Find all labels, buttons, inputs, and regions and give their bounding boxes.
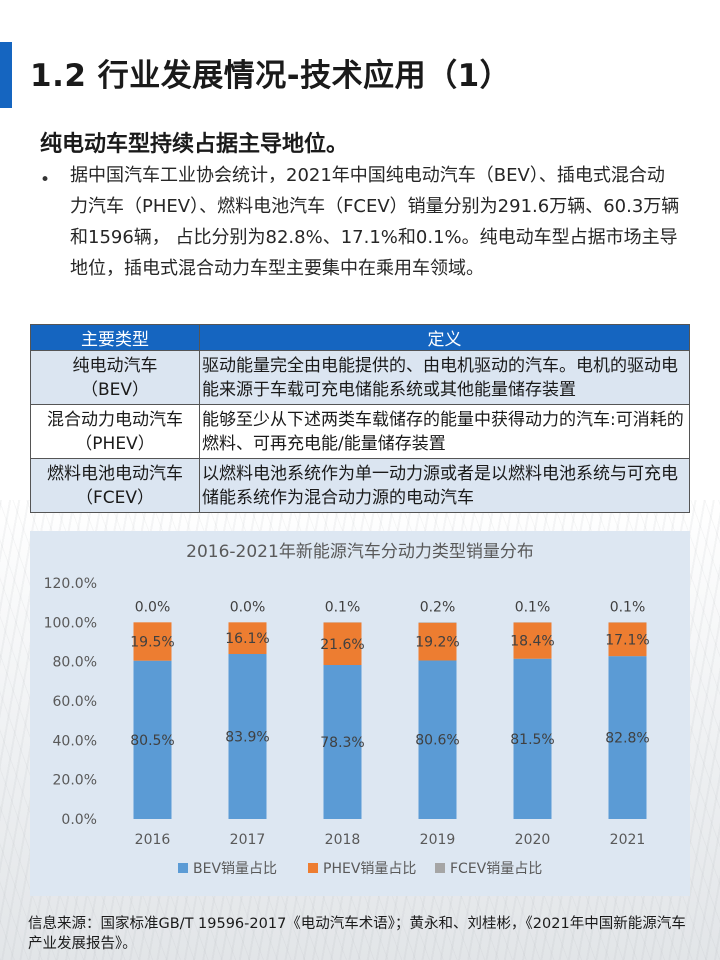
y-tick-label: 80.0%	[53, 655, 97, 671]
type-abbrev: （PHEV）	[75, 433, 155, 454]
bar-segment-BEV销量占比	[608, 656, 647, 819]
bar-segment-BEV销量占比	[513, 658, 552, 819]
table-cell-definition: 以燃料电池系统作为单一动力源或者是以燃料电池系统与可充电储能系统作为混合动力源的…	[199, 458, 690, 513]
legend-label: PHEV销量占比	[323, 861, 416, 877]
type-name: 燃料电池电动汽车	[47, 463, 183, 484]
legend-label: BEV销量占比	[193, 861, 277, 877]
x-tick-label: 2018	[325, 832, 361, 848]
x-tick-label: 2021	[610, 832, 646, 848]
data-label-phev: 19.5%	[130, 635, 174, 651]
definition-table: 主要类型 定义 纯电动汽车 （BEV） 驱动能量完全由电能提供的、由电机驱动的汽…	[30, 324, 690, 513]
data-label-bev: 82.8%	[605, 731, 649, 747]
page-title: 1.2 行业发展情况-技术应用（1）	[30, 58, 512, 94]
legend-swatch-PHEV销量占比	[308, 863, 318, 873]
data-label-phev: 19.2%	[415, 635, 459, 651]
table-header-row: 主要类型 定义	[30, 324, 690, 351]
bar-segment-BEV销量占比	[323, 665, 362, 819]
y-tick-label: 100.0%	[44, 615, 97, 631]
bar-segment-PHEV销量占比	[133, 622, 172, 661]
y-tick-label: 0.0%	[61, 812, 97, 828]
data-label-bev: 78.3%	[320, 735, 364, 751]
x-tick-label: 2019	[420, 832, 456, 848]
bar-segment-PHEV销量占比	[228, 622, 267, 654]
y-tick-label: 20.0%	[53, 773, 97, 789]
data-label-phev: 17.1%	[605, 632, 649, 648]
data-label-fcev: 0.0%	[135, 599, 171, 615]
bar-segment-PHEV销量占比	[608, 622, 647, 657]
table-row: 纯电动汽车 （BEV） 驱动能量完全由电能提供的、由电机驱动的汽车。电机的驱动电…	[30, 350, 690, 405]
y-tick-label: 40.0%	[53, 733, 97, 749]
data-label-fcev: 0.1%	[610, 599, 646, 615]
chart-container: 2016-2021年新能源汽车分动力类型销量分布 0.0% 20.0% 40.0% 60…	[30, 531, 690, 896]
data-label-fcev: 0.2%	[420, 599, 456, 615]
bar-segment-BEV销量占比	[133, 660, 172, 819]
table-cell-definition: 能够至少从下述两类车载储存的能量中获得动力的汽车:可消耗的燃料、可再充电能/能量…	[199, 404, 690, 459]
table-cell-type: 混合动力电动汽车 （PHEV）	[30, 404, 200, 459]
type-abbrev: （FCEV）	[75, 487, 155, 508]
table-header-type: 主要类型	[30, 324, 200, 351]
x-tick-label: 2016	[135, 832, 171, 848]
y-tick-label: 60.0%	[53, 694, 97, 710]
data-label-fcev: 0.0%	[230, 599, 266, 615]
data-label-bev: 81.5%	[510, 732, 554, 748]
type-name: 纯电动汽车	[72, 355, 158, 376]
data-label-phev: 16.1%	[225, 631, 269, 647]
bar-segment-BEV销量占比	[228, 653, 267, 819]
bar-segment-PHEV销量占比	[513, 622, 552, 659]
x-tick-label: 2020	[515, 832, 551, 848]
table-cell-definition: 驱动能量完全由电能提供的、由电机驱动的汽车。电机的驱动电能来源于车载可充电储能系…	[199, 350, 690, 405]
type-name: 混合动力电动汽车	[47, 409, 183, 430]
bar-segment-PHEV销量占比	[323, 622, 362, 666]
stacked-bar-chart: 2016-2021年新能源汽车分动力类型销量分布 0.0% 20.0% 40.0% 60…	[44, 542, 650, 877]
data-label-bev: 80.5%	[130, 733, 174, 749]
data-label-bev: 83.9%	[225, 729, 269, 745]
data-label-phev: 21.6%	[320, 637, 364, 653]
y-tick-label: 120.0%	[44, 576, 97, 592]
legend-label: FCEV销量占比	[450, 861, 542, 877]
bar-segment-BEV销量占比	[418, 660, 457, 819]
legend-swatch-FCEV销量占比	[435, 863, 445, 873]
type-abbrev: （BEV）	[80, 379, 150, 400]
data-label-fcev: 0.1%	[325, 599, 361, 615]
data-label-fcev: 0.1%	[515, 599, 551, 615]
table-row: 燃料电池电动汽车 （FCEV） 以燃料电池系统作为单一动力源或者是以燃料电池系统…	[30, 458, 690, 513]
table-cell-type: 纯电动汽车 （BEV）	[30, 350, 200, 405]
body-paragraph: 据中国汽车工业协会统计，2021年中国纯电动汽车（BEV）、插电式混合动力汽车（…	[70, 165, 680, 279]
chart-title: 2016-2021年新能源汽车分动力类型销量分布	[186, 542, 534, 562]
x-tick-label: 2017	[230, 832, 266, 848]
table-cell-type: 燃料电池电动汽车 （FCEV）	[30, 458, 200, 513]
section-subtitle: 纯电动车型持续占据主导地位。	[40, 132, 349, 157]
bullet-marker: •	[40, 170, 51, 190]
data-label-phev: 18.4%	[510, 634, 554, 650]
bar-segment-PHEV销量占比	[418, 622, 457, 661]
table-row: 混合动力电动汽车 （PHEV） 能够至少从下述两类车载储存的能量中获得动力的汽车…	[30, 404, 690, 459]
title-accent-bar	[0, 42, 12, 108]
source-note: 信息来源：国家标准GB/T 19596-2017《电动汽车术语》；黄永和、刘桂彬…	[28, 916, 686, 952]
table-header-definition: 定义	[199, 324, 690, 351]
legend-swatch-BEV销量占比	[178, 863, 188, 873]
data-label-bev: 80.6%	[415, 733, 459, 749]
